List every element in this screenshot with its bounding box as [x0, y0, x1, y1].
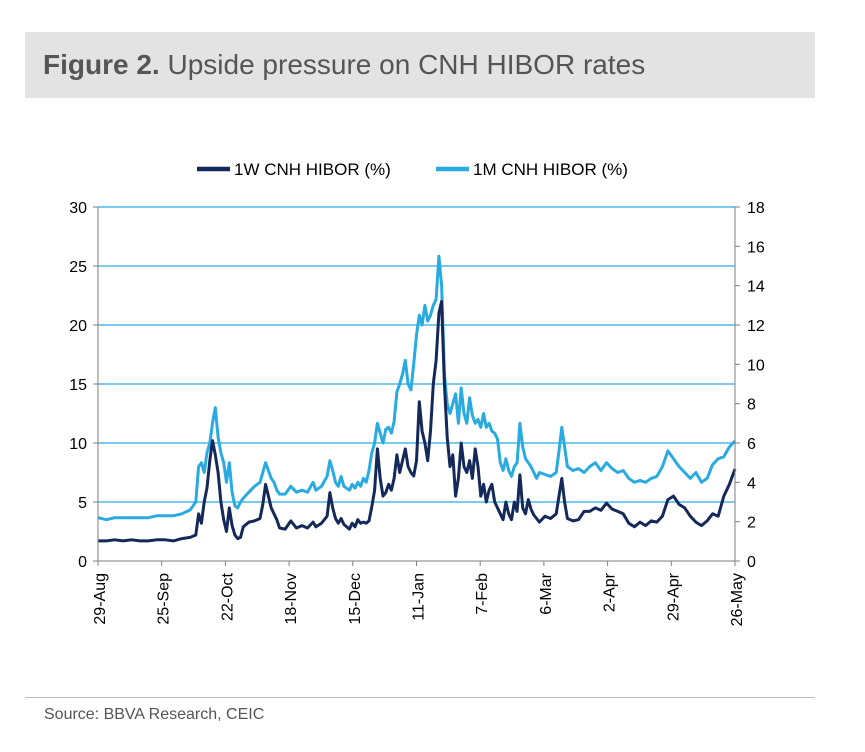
- figure-source: Source: BBVA Research, CEIC: [44, 706, 265, 723]
- y-right-tick-label: 2: [747, 515, 756, 532]
- figure-title: Figure 2. Upside pressure on CNH HIBOR r…: [43, 49, 645, 81]
- x-tick-label: 25-Sep: [156, 573, 173, 625]
- y-right-tick-label: 8: [747, 397, 756, 414]
- figure-title-bar: Figure 2. Upside pressure on CNH HIBOR r…: [25, 32, 815, 98]
- y-right-tick-label: 10: [747, 357, 765, 374]
- legend-label-1w: 1W CNH HIBOR (%): [234, 160, 391, 179]
- x-tick-label: 2-Apr: [602, 572, 619, 612]
- series-line-1m: [97, 254, 737, 522]
- figure-label: Figure 2.: [43, 49, 160, 80]
- y-left-tick-label: 15: [69, 377, 87, 394]
- x-tick-label: 7-Feb: [474, 573, 491, 615]
- chart-legend: 1W CNH HIBOR (%) 1M CNH HIBOR (%): [197, 160, 628, 179]
- source-divider: [25, 697, 815, 698]
- x-tick-label: 15-Dec: [347, 573, 364, 625]
- chart-tick-labels: 0 5 10 15 20 25 30 0 2 4 6 8 10 12 14 16 18 29-Aug 25-Sep 2…: [69, 200, 765, 626]
- x-tick-label: 26-May: [729, 573, 746, 626]
- chart-series: [97, 254, 737, 543]
- chart-axes: [93, 206, 740, 566]
- x-tick-label: 29-Apr: [665, 572, 682, 621]
- y-left-tick-label: 10: [69, 436, 87, 453]
- y-right-tick-label: 12: [747, 318, 765, 335]
- x-tick-label: 22-Oct: [219, 572, 236, 621]
- line-chart: 1W CNH HIBOR (%) 1M CNH HIBOR (%) 0 5 10 15 2…: [69, 160, 765, 626]
- x-tick-label: 29-Aug: [92, 573, 109, 625]
- y-left-tick-label: 5: [78, 495, 87, 512]
- y-left-tick-label: 20: [69, 318, 87, 335]
- legend-label-1m: 1M CNH HIBOR (%): [473, 160, 628, 179]
- x-tick-label: 11-Jan: [411, 573, 428, 621]
- x-tick-label: 18-Nov: [283, 573, 300, 625]
- series-line-1w: [98, 299, 737, 543]
- figure-title-text: Upside pressure on CNH HIBOR rates: [167, 49, 646, 80]
- x-tick-label: 6-Mar: [538, 572, 555, 614]
- y-left-tick-label: 0: [78, 554, 87, 571]
- y-right-tick-label: 0: [747, 554, 756, 571]
- y-left-tick-label: 30: [69, 200, 87, 217]
- y-right-tick-label: 14: [747, 279, 765, 296]
- y-left-tick-label: 25: [69, 259, 87, 276]
- y-right-tick-label: 4: [747, 475, 756, 492]
- y-right-tick-label: 6: [747, 436, 756, 453]
- y-right-tick-label: 16: [747, 239, 765, 256]
- y-right-tick-label: 18: [747, 200, 765, 217]
